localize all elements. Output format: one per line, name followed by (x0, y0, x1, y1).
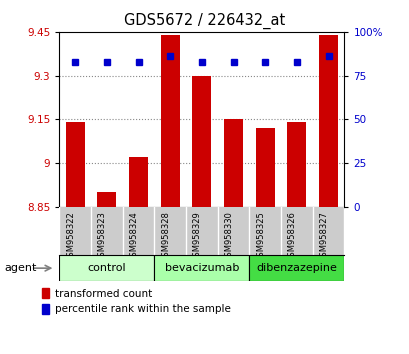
Bar (160, 35, 179, 207)
Text: GDS5672 / 226432_at: GDS5672 / 226432_at (124, 12, 285, 29)
Bar (318, 35, 337, 207)
Text: percentile rank within the sample: percentile rank within the sample (55, 304, 231, 314)
Bar (65, 122, 85, 207)
Text: dibenzazepine: dibenzazepine (256, 263, 337, 273)
Text: GSM958328: GSM958328 (161, 211, 170, 262)
Text: GSM958325: GSM958325 (256, 211, 265, 262)
Text: GSM958330: GSM958330 (224, 211, 233, 262)
Text: GSM958327: GSM958327 (319, 211, 328, 262)
Text: bevacizumab: bevacizumab (164, 263, 238, 273)
Text: GSM958324: GSM958324 (129, 211, 138, 262)
Bar (59, 255, 154, 281)
Bar (97, 193, 116, 207)
Bar (249, 255, 344, 281)
Bar (154, 255, 249, 281)
Text: transformed count: transformed count (55, 289, 152, 298)
Bar (224, 120, 243, 207)
Bar (42, 304, 49, 314)
Bar (287, 122, 306, 207)
Text: agent: agent (4, 263, 36, 273)
Bar (255, 128, 274, 207)
Text: GSM958326: GSM958326 (287, 211, 296, 262)
Text: GSM958322: GSM958322 (66, 211, 75, 262)
Bar (129, 158, 148, 207)
Text: control: control (88, 263, 126, 273)
Text: GSM958323: GSM958323 (98, 211, 107, 262)
Bar (42, 288, 49, 298)
Text: GSM958329: GSM958329 (193, 211, 201, 262)
Bar (192, 76, 211, 207)
